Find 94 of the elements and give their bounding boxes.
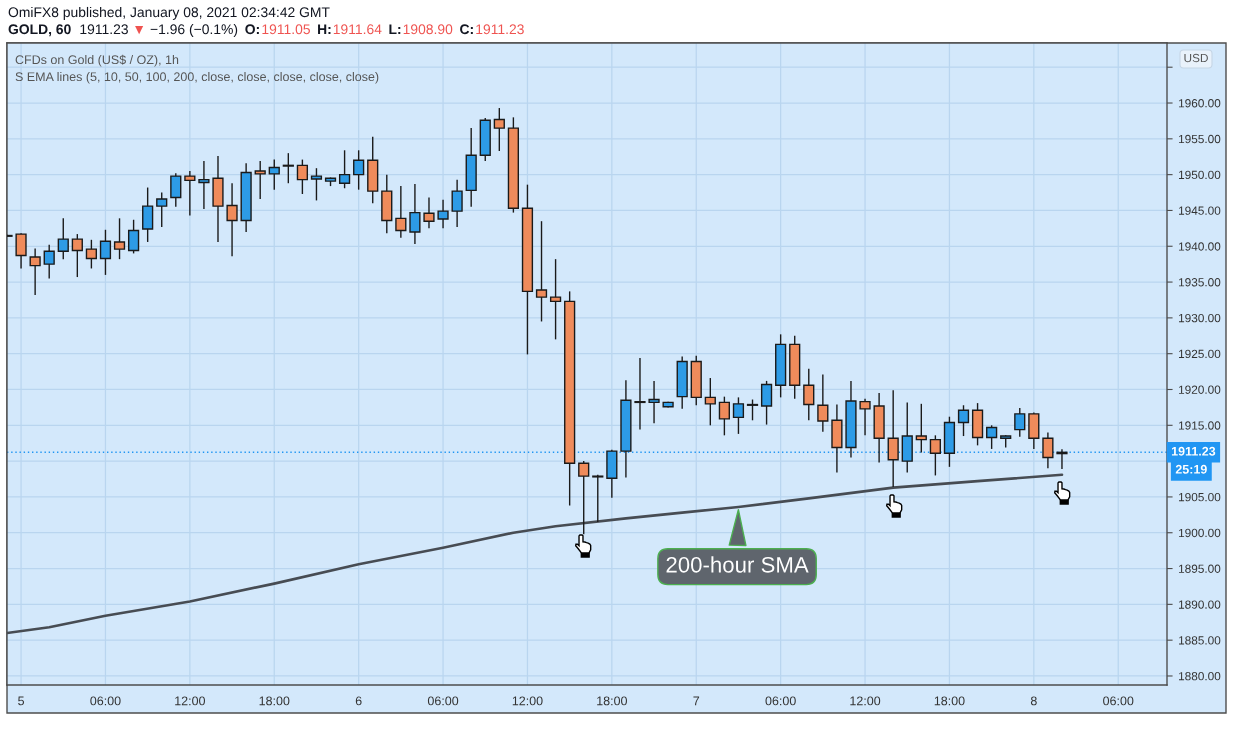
x-tick-label: 6 [355, 696, 362, 706]
text: 1911.23 [80, 24, 128, 35]
candlestick [170, 172, 182, 208]
candlestick [338, 149, 351, 189]
candlestick [760, 380, 773, 426]
y-tick-label: 1895.00 [1179, 564, 1221, 573]
candlestick [310, 167, 323, 202]
y-tick-label: 1885.00 [1179, 636, 1221, 645]
candlestick [592, 474, 604, 523]
candlestick [957, 404, 970, 437]
x-tick-label: 18:00 [934, 696, 965, 706]
candlestick [493, 107, 505, 152]
candlestick [437, 199, 449, 230]
y-tick-label: 1925.00 [1179, 349, 1221, 359]
text: S EMA lines (5, 10, 50, 100, 200, close, close, close, close, close) [15, 71, 379, 84]
candlestick [986, 424, 998, 450]
text: USD [1184, 53, 1208, 63]
annotation: 200-hour SMA [666, 556, 809, 573]
x-tick-label: 12:00 [512, 696, 543, 706]
candlestick [1014, 407, 1026, 438]
text: −1.96 (−0.1%) [150, 23, 238, 37]
candlestick [535, 220, 548, 323]
y-tick-label: 1940.00 [1179, 242, 1221, 251]
candlestick [113, 217, 126, 260]
y-tick-label: 1880.00 [1179, 672, 1221, 681]
text: 25:19 [1175, 464, 1207, 474]
text: GOLD, 60 [8, 24, 71, 37]
x-tick-label: 06:00 [427, 696, 459, 706]
text: O:1911.05 [245, 24, 310, 35]
x-tick-label: 06:00 [765, 696, 796, 706]
text: H:1911.64 [318, 24, 382, 35]
candlestick [578, 460, 590, 535]
x-tick-label: 12:00 [850, 696, 881, 706]
text: CFDs on Gold (US$ / OZ), 1h [15, 54, 179, 67]
text: OmiFX8 published, January 08, 2021 02:34:42 GMT [8, 6, 330, 20]
candlestick [156, 191, 168, 228]
candlestick [634, 357, 646, 431]
candlestick [732, 396, 745, 435]
candlestick [127, 219, 140, 255]
ref-line-label: 1911.23 [1171, 446, 1216, 456]
x-tick-label: 8 [1030, 696, 1037, 706]
candlestick [353, 149, 365, 191]
candlestick [198, 160, 210, 210]
candlestick [859, 398, 871, 437]
candlestick [43, 244, 55, 280]
y-tick-label: 1935.00 [1179, 278, 1221, 287]
y-tick-label: 1945.00 [1179, 206, 1221, 215]
candlestick [648, 380, 660, 424]
candlestick [549, 258, 562, 341]
y-tick-label: 1920.00 [1179, 385, 1221, 394]
text: C:1911.23 [460, 24, 524, 35]
candlestick [99, 229, 112, 276]
x-tick-label: 7 [693, 696, 700, 706]
candlestick [184, 170, 196, 217]
candlestick [15, 232, 27, 270]
x-tick-label: 5 [18, 696, 25, 706]
y-tick-label: 1890.00 [1179, 600, 1221, 609]
candlestick [704, 377, 716, 427]
y-tick-label: 1930.00 [1179, 313, 1221, 323]
candlestick [817, 373, 829, 433]
candlestick [451, 178, 463, 228]
x-tick-label: 06:00 [1103, 696, 1134, 706]
x-tick-label: 12:00 [175, 696, 206, 706]
candlestick [29, 247, 41, 296]
candlestick [915, 403, 927, 454]
candlestick [803, 368, 815, 421]
candlestick [71, 233, 83, 278]
y-tick-label: 1960.00 [1179, 99, 1221, 108]
candlestick [718, 395, 730, 437]
y-tick-label: 1905.00 [1179, 492, 1221, 502]
candlestick [1042, 431, 1054, 469]
y-tick-label: 1955.00 [1179, 134, 1221, 144]
candlestick [409, 183, 421, 245]
candlestick [282, 152, 294, 184]
text: ▼ [135, 26, 144, 35]
x-tick-label: 18:00 [259, 696, 290, 706]
candlestick [268, 158, 280, 191]
candlestick [423, 196, 435, 230]
candlestick [929, 434, 941, 477]
candlestick [296, 158, 309, 195]
candlestick [226, 182, 238, 257]
text: L:1908.90 [389, 24, 453, 35]
candlestick [887, 389, 899, 488]
x-tick-label: 18:00 [597, 696, 627, 706]
y-tick-label: 1900.00 [1179, 528, 1221, 538]
x-tick-label: 06:00 [90, 696, 121, 706]
candlestick [85, 239, 98, 270]
y-tick-label: 1915.00 [1179, 421, 1221, 430]
candlestick [142, 186, 154, 243]
candlestick [395, 185, 407, 239]
candlestick [254, 160, 266, 200]
candlestick [57, 217, 69, 260]
y-tick-label: 1950.00 [1179, 170, 1221, 180]
candlestick [746, 398, 759, 421]
